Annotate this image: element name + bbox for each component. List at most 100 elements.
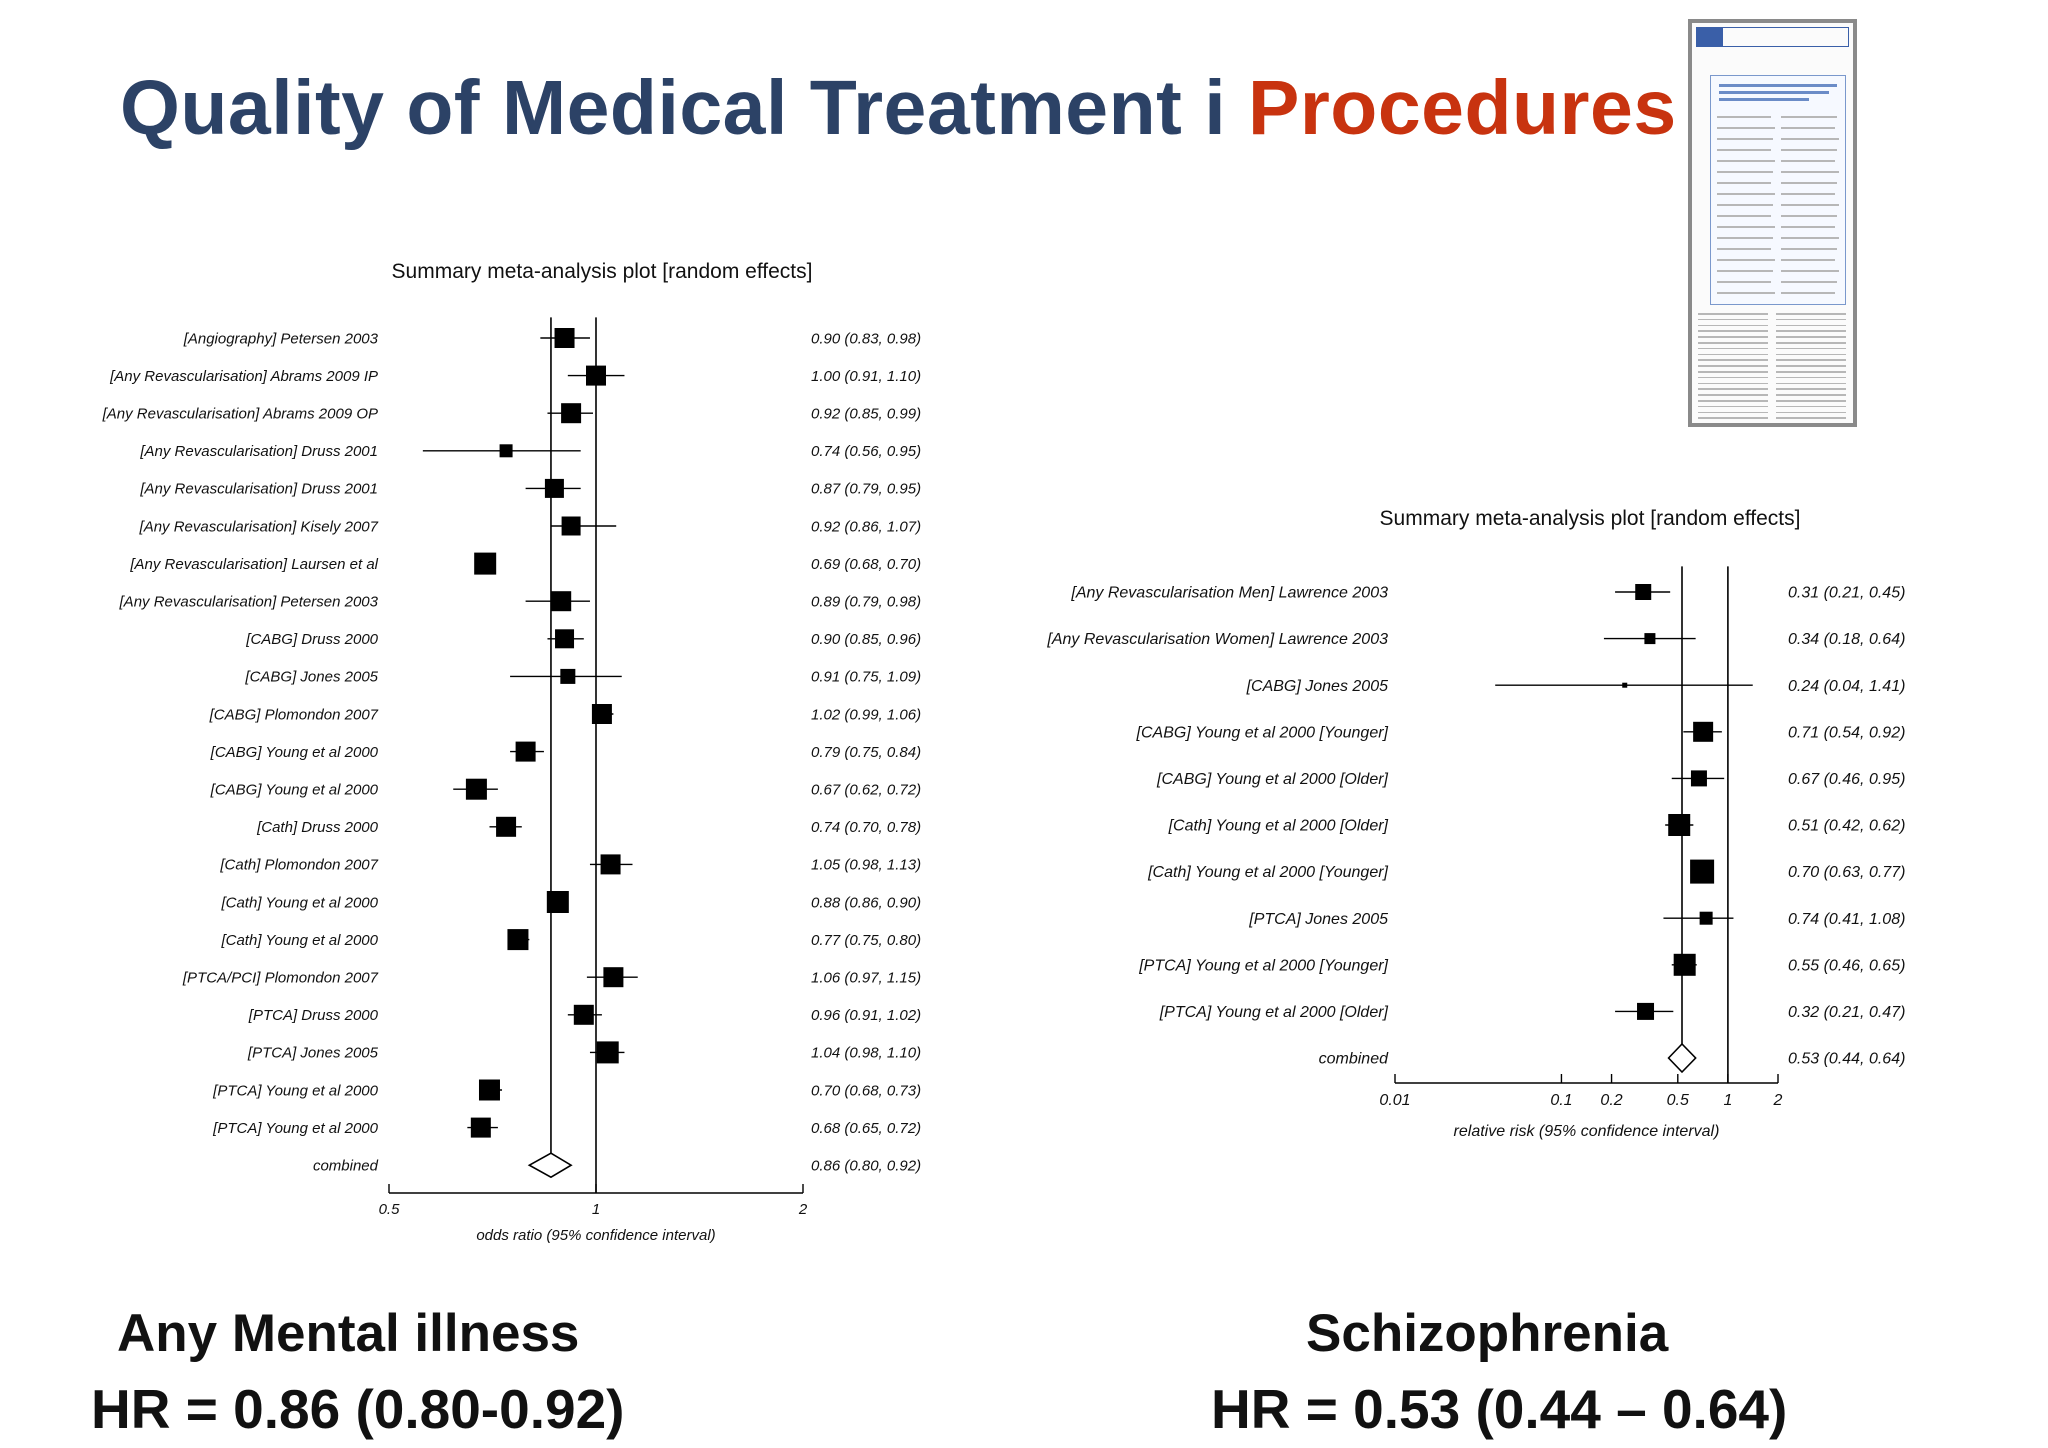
article-body-line-icon (1698, 376, 1768, 379)
study-ci: 1.06 (0.97, 1.15) (811, 969, 921, 986)
study-label: [Any Revascularisation] Druss 2001 (139, 481, 378, 498)
abstract-text-line-icon (1781, 182, 1837, 184)
abstract-text-line-icon (1781, 116, 1837, 118)
study-marker (1690, 859, 1715, 884)
article-body-line-icon (1776, 400, 1846, 402)
study-label: [Any Revascularisation] Laursen et al (129, 556, 378, 573)
abstract-text-line-icon (1717, 171, 1773, 173)
study-ci: 0.31 (0.21, 0.45) (1788, 585, 1905, 602)
x-tick-label: 0.5 (1667, 1092, 1689, 1109)
study-marker (544, 478, 564, 498)
abstract-text-line-icon (1717, 237, 1773, 239)
abstract-text-line-icon (1781, 204, 1839, 206)
journal-article-thumbnail-icon (1688, 19, 1857, 427)
study-marker (586, 365, 606, 386)
study-ci: 0.88 (0.86, 0.90) (811, 894, 921, 911)
article-body-line-icon (1776, 347, 1846, 350)
abstract-text-line-icon (1717, 160, 1775, 162)
right-panel-label: Schizophrenia (1306, 1304, 1669, 1363)
study-label: [PTCA] Jones 2005 (247, 1045, 379, 1062)
study-ci: 0.67 (0.46, 0.95) (1788, 771, 1905, 788)
study-marker (554, 328, 575, 348)
study-ci: 1.02 (0.99, 1.06) (811, 706, 921, 723)
article-body-line-icon (1776, 330, 1846, 332)
study-marker (515, 741, 536, 762)
abstract-text-line-icon (1717, 116, 1771, 118)
study-marker (1693, 721, 1714, 742)
study-ci: 1.05 (0.98, 1.13) (811, 857, 921, 874)
study-label: [CABG] Young et al 2000 [Younger] (1136, 724, 1389, 741)
chart-title: Summary meta-analysis plot [random effec… (392, 260, 813, 283)
study-ci: 0.90 (0.83, 0.98) (811, 330, 921, 347)
abstract-text-line-icon (1781, 160, 1835, 162)
article-body-line-icon (1776, 405, 1846, 408)
study-label: [PTCA] Druss 2000 (248, 1007, 379, 1024)
article-body-line-icon (1698, 324, 1768, 327)
abstract-text-line-icon (1717, 127, 1775, 129)
study-marker (560, 668, 576, 684)
study-label: [Cath] Plomondon 2007 (219, 857, 378, 874)
study-ci: 0.34 (0.18, 0.64) (1788, 631, 1905, 648)
study-label: [PTCA/PCI] Plomondon 2007 (182, 969, 379, 986)
abstract-text-line-icon (1781, 193, 1835, 195)
article-body-line-icon (1776, 417, 1846, 419)
study-marker (561, 403, 582, 424)
study-label: [Any Revascularisation] Abrams 2009 IP (109, 368, 378, 385)
article-body-line-icon (1776, 324, 1846, 327)
forest-plot-any-mental-illness: Summary meta-analysis plot [random effec… (0, 0, 1000, 1265)
abstract-text-line-icon (1781, 259, 1835, 261)
study-marker (546, 891, 569, 913)
study-marker (591, 704, 612, 724)
forest-plot-2-svg: Summary meta-analysis plot [random effec… (1046, 507, 1905, 1140)
x-tick-label: 2 (1773, 1092, 1783, 1109)
study-marker (1673, 953, 1696, 976)
article-body-line-icon (1776, 382, 1846, 385)
article-body-line-icon (1698, 313, 1768, 315)
study-label: [Cath] Young et al 2000 [Younger] (1147, 864, 1388, 881)
abstract-text-line-icon (1781, 127, 1835, 129)
study-marker (596, 1041, 619, 1064)
study-ci: 1.00 (0.91, 1.10) (811, 368, 921, 385)
article-body-line-icon (1698, 405, 1768, 408)
title-accent: Procedures (1247, 65, 1677, 151)
study-label: [Any Revascularisation Men] Lawrence 200… (1070, 585, 1388, 602)
study-marker (600, 854, 621, 875)
study-ci: 0.91 (0.75, 1.09) (811, 669, 921, 686)
article-body-line-icon (1776, 336, 1846, 338)
article-body-line-icon (1698, 417, 1768, 419)
abstract-box-icon (1710, 75, 1846, 305)
abstract-text-line-icon (1717, 270, 1773, 272)
study-marker (1699, 911, 1713, 925)
study-label: [Angiography] Petersen 2003 (183, 330, 379, 347)
article-body-line-icon (1776, 359, 1846, 361)
article-body-line-icon (1776, 394, 1846, 396)
combined-ci: 0.86 (0.80, 0.92) (811, 1157, 921, 1174)
study-marker (1668, 814, 1691, 836)
study-marker (470, 1117, 491, 1138)
article-body-line-icon (1698, 318, 1768, 321)
study-ci: 0.55 (0.46, 0.65) (1788, 957, 1905, 974)
study-label: [PTCA] Jones 2005 (1248, 911, 1388, 928)
study-ci: 0.87 (0.79, 0.95) (811, 481, 921, 498)
article-body-line-icon (1698, 359, 1768, 361)
chart-title: Summary meta-analysis plot [random effec… (1380, 507, 1801, 530)
forest-plot-1-svg: Summary meta-analysis plot [random effec… (102, 260, 921, 1244)
abstract-title-line-icon (1719, 91, 1829, 94)
left-panel-hr: HR = 0.86 (0.80-0.92) (91, 1378, 625, 1440)
study-label: [Any Revascularisation] Kisely 2007 (139, 518, 379, 535)
abstract-text-line-icon (1781, 138, 1839, 140)
study-marker (465, 778, 487, 800)
article-body-line-icon (1776, 342, 1846, 344)
x-tick-label: 0.1 (1550, 1092, 1572, 1109)
abstract-text-line-icon (1717, 292, 1775, 294)
study-ci: 1.04 (0.98, 1.10) (811, 1045, 921, 1062)
abstract-text-line-icon (1717, 259, 1775, 261)
abstract-text-line-icon (1717, 226, 1775, 228)
study-marker (496, 816, 517, 837)
study-ci: 0.51 (0.42, 0.62) (1788, 818, 1905, 835)
abstract-text-line-icon (1781, 281, 1837, 283)
article-body-line-icon (1698, 365, 1768, 367)
abstract-text-line-icon (1781, 292, 1835, 294)
study-ci: 0.70 (0.68, 0.73) (811, 1082, 921, 1099)
study-ci: 0.92 (0.85, 0.99) (811, 405, 921, 422)
